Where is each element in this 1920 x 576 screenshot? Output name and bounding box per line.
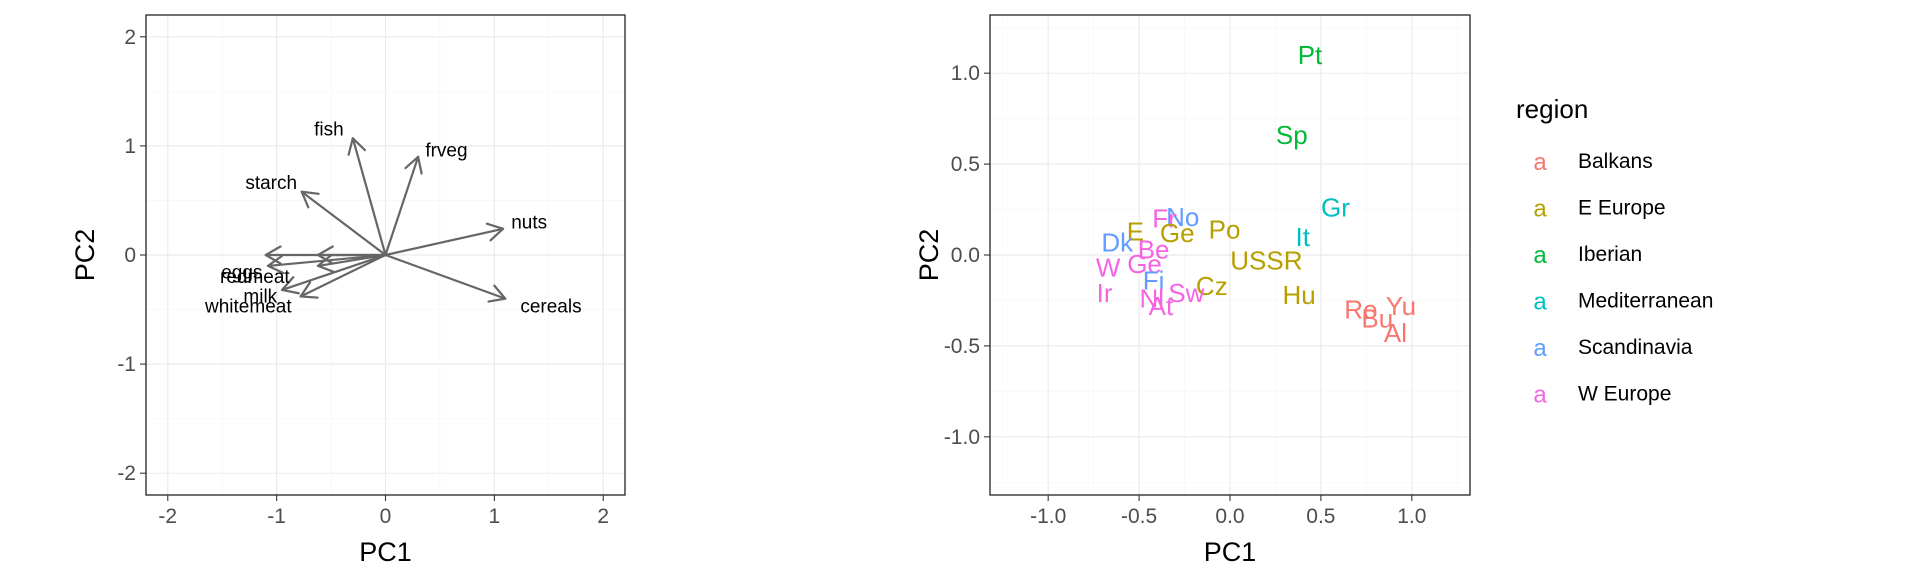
loading-arrowhead-eggs xyxy=(266,254,285,275)
scores-x-tick-label: -1.0 xyxy=(1030,505,1066,528)
country-label-Ge: Ge xyxy=(1160,218,1195,248)
loading-arrow-whitemeat xyxy=(299,253,387,298)
loading-arrow-nuts xyxy=(384,227,505,257)
country-label-Sp: Sp xyxy=(1276,120,1308,150)
loadings-panel: -2 -1 0 1 2 -2 -1 0 1 2 PC1 PC2 fish frveg starch nuts e… xyxy=(70,14,626,567)
scores-x-tick-label: -0.5 xyxy=(1121,505,1157,528)
country-label-No: No xyxy=(1166,202,1199,232)
scores-y-tick-label: -0.5 xyxy=(944,335,980,358)
loadings-y-axis-title: PC2 xyxy=(70,229,100,282)
loading-arrowhead-nuts xyxy=(485,222,505,242)
country-label-Ir: Ir xyxy=(1097,278,1113,308)
loading-arrowhead-fish xyxy=(347,137,367,156)
legend-entry-label: W Europe xyxy=(1578,383,1671,406)
loading-label-starch: starch xyxy=(245,173,297,194)
loading-label-redmeat: redmeat xyxy=(220,267,290,288)
loading-arrow-frveg xyxy=(384,155,420,257)
country-label-Sw: Sw xyxy=(1168,278,1204,308)
country-label-Ro: Ro xyxy=(1344,295,1377,325)
country-label-Fr: Fr xyxy=(1152,204,1177,234)
loading-arrowhead-frveg xyxy=(404,155,423,175)
loading-arrowhead xyxy=(264,245,282,265)
loading-arrow-starch xyxy=(300,190,387,257)
country-label-Gr: Gr xyxy=(1321,193,1350,223)
scores-y-tick-label: -1.0 xyxy=(944,426,980,449)
scores-y-tick-label: 0.0 xyxy=(951,244,980,267)
loading-arrowhead-redmeat xyxy=(316,254,335,274)
loadings-y-tick-label: -1 xyxy=(117,353,136,376)
country-label-E: E xyxy=(1127,216,1144,246)
loading-label-nuts: nuts xyxy=(511,212,547,233)
country-label-Cz: Cz xyxy=(1196,271,1228,301)
loadings-x-tick-label: 0 xyxy=(380,505,392,528)
legend-key: a xyxy=(1533,382,1547,409)
loading-arrowhead-starch xyxy=(300,190,320,209)
country-label-Ge: Ge xyxy=(1127,249,1162,279)
loading-arrowhead xyxy=(316,245,334,265)
legend-key: a xyxy=(1533,335,1547,362)
loading-arrowhead-cereals xyxy=(487,284,507,303)
loadings-x-tick-label: -1 xyxy=(267,505,286,528)
country-label-Fi: Fi xyxy=(1143,265,1165,295)
loading-arrow-milk xyxy=(280,253,387,292)
country-label-Be: Be xyxy=(1138,235,1170,265)
legend-entry-label: Mediterranean xyxy=(1578,290,1713,313)
legend-title: region xyxy=(1516,94,1588,124)
loading-arrow-fish xyxy=(351,137,387,257)
loadings-y-tick-label: -2 xyxy=(117,462,136,485)
country-label-Hu: Hu xyxy=(1282,280,1315,310)
loading-arrow-cereals xyxy=(384,253,507,300)
region-legend: region a Balkans a E Europe a Iberian a Mediterr… xyxy=(1516,94,1713,409)
legend-key: a xyxy=(1533,242,1547,269)
scores-x-tick-label: 0.5 xyxy=(1306,505,1335,528)
loadings-y-tick-label: 1 xyxy=(124,135,136,158)
loading-label-cereals: cereals xyxy=(520,296,581,317)
loadings-x-tick-label: -2 xyxy=(158,505,177,528)
loading-label-fish: fish xyxy=(314,120,344,141)
loadings-x-axis-title: PC1 xyxy=(359,537,412,567)
loading-label-eggs: eggs xyxy=(221,262,262,283)
scores-x-tick-label: 1.0 xyxy=(1397,505,1426,528)
loadings-x-tick-label: 1 xyxy=(489,505,501,528)
country-label-Al: Al xyxy=(1384,318,1407,348)
legend-entry-label: Balkans xyxy=(1578,150,1653,173)
country-label-It: It xyxy=(1296,222,1311,252)
country-label-Bu: Bu xyxy=(1361,304,1393,334)
loadings-x-tick-label: 2 xyxy=(597,505,609,528)
loading-arrowhead-whitemeat xyxy=(299,281,319,299)
scores-y-axis-title: PC2 xyxy=(914,229,944,282)
legend-key: a xyxy=(1533,149,1547,176)
loading-label-whitemeat: whitemeat xyxy=(204,296,292,317)
country-label-At: At xyxy=(1149,291,1174,321)
loading-label-milk: milk xyxy=(243,286,277,307)
scores-x-axis-title: PC1 xyxy=(1204,537,1257,567)
country-label-Yu: Yu xyxy=(1386,291,1416,321)
country-label-Nl: Nl xyxy=(1140,284,1165,314)
legend-entry-label: Scandinavia xyxy=(1578,336,1693,359)
country-label-Pt: Pt xyxy=(1298,40,1323,70)
country-label-Po: Po xyxy=(1209,215,1241,245)
legend-entry-label: Iberian xyxy=(1578,243,1642,266)
country-label-USSR: USSR xyxy=(1230,245,1302,275)
scores-y-tick-label: 0.5 xyxy=(951,153,980,176)
scores-panel: -1.0 -0.5 0.0 0.5 1.0 -1.0 -0.5 0.0 0.5 1.0 PC1 PC2… xyxy=(914,14,1471,567)
legend-key: a xyxy=(1533,289,1547,316)
loadings-y-tick-label: 2 xyxy=(124,26,136,49)
country-label-W: W xyxy=(1096,253,1121,283)
loading-label-frveg: frveg xyxy=(425,140,467,161)
scores-x-tick-label: 0.0 xyxy=(1215,505,1244,528)
legend-entry-label: E Europe xyxy=(1578,197,1666,220)
loading-arrowhead-milk xyxy=(280,276,300,295)
country-label-Dk: Dk xyxy=(1101,227,1134,257)
loadings-y-tick-label: 0 xyxy=(124,244,136,267)
loading-arrow-redmeat xyxy=(316,253,387,268)
scores-y-tick-label: 1.0 xyxy=(951,62,980,85)
legend-key: a xyxy=(1533,196,1547,223)
